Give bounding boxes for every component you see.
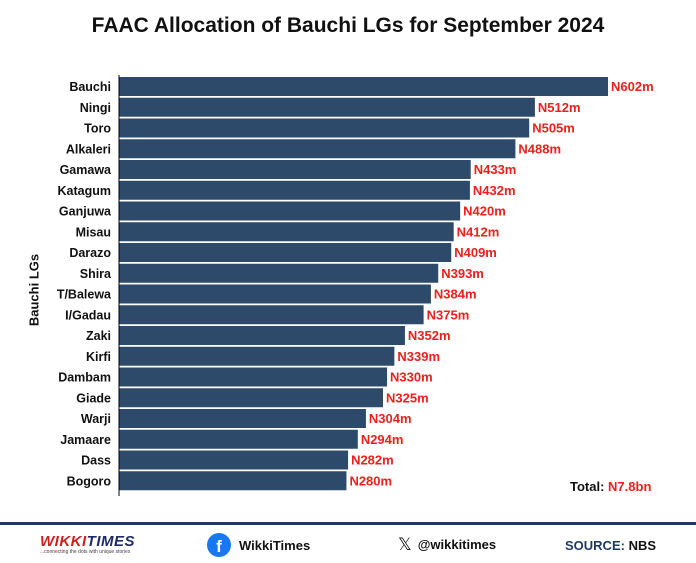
bar-ningi (119, 97, 535, 117)
category-label-toro: Toro (84, 122, 111, 136)
source-value: NBS (628, 538, 657, 553)
facebook-label: WikkiTimes (239, 537, 311, 553)
facebook-icon: f (207, 533, 231, 557)
value-label-bauchi: N602m (611, 79, 654, 94)
bar-toro (119, 118, 530, 138)
bar-jamaare (119, 429, 358, 449)
category-label-gamawa: Gamawa (60, 163, 112, 177)
bar-bauchi (119, 77, 608, 96)
value-label-darazo: N409m (454, 245, 497, 260)
source-label: SOURCE: (565, 538, 625, 553)
value-label-dass: N282m (351, 453, 394, 468)
bar-alkaleri (119, 139, 516, 159)
value-label-katagum: N432m (473, 183, 516, 198)
category-labels-group: Bauchi Ningi Toro Alkaleri Gamawa Katagum Ganj… (57, 80, 112, 488)
total-value: N7.8bn (608, 479, 652, 494)
category-label-katagum: Katagum (58, 184, 111, 198)
bar-dambam (119, 367, 388, 387)
category-label-i-gadau: I/Gadau (65, 308, 111, 322)
category-label-kirfi: Kirfi (86, 350, 111, 364)
total-annotation: Total: N7.8bn (570, 479, 651, 494)
value-label-ganjuwa: N420m (463, 204, 506, 219)
bar-t-balewa (119, 284, 431, 304)
category-label-bauchi: Bauchi (69, 80, 111, 94)
value-label-bogoro: N280m (349, 473, 392, 488)
logo-text-wikki: WIKKI (40, 533, 87, 550)
bar-darazo (119, 243, 452, 262)
category-label-t-balewa: T/Balewa (57, 288, 112, 302)
category-label-zaki: Zaki (86, 329, 111, 343)
value-label-shira: N393m (441, 266, 484, 281)
category-label-giade: Giade (76, 391, 111, 405)
value-label-misau: N412m (457, 224, 500, 239)
bars-group (119, 77, 608, 491)
bar-ganjuwa (119, 201, 461, 221)
wikkitimes-logo: WIKKITIMES ...connecting the dots with u… (40, 533, 135, 555)
bar-chart: Bauchi Ningi Toro Alkaleri Gamawa Katagum Ganj… (57, 75, 654, 496)
value-label-toro: N505m (532, 121, 575, 136)
category-label-darazo: Darazo (69, 246, 111, 260)
category-label-shira: Shira (80, 267, 112, 281)
value-label-giade: N325m (386, 390, 429, 405)
value-label-i-gadau: N375m (427, 307, 470, 322)
facebook-handle[interactable]: f WikkiTimes (207, 533, 310, 557)
bar-kirfi (119, 346, 395, 366)
bar-zaki (119, 326, 405, 345)
bar-bogoro (119, 471, 347, 491)
bar-i-gadau (119, 305, 424, 325)
category-label-bogoro: Bogoro (67, 474, 112, 488)
category-label-misau: Misau (76, 225, 111, 239)
value-label-zaki: N352m (408, 328, 451, 343)
bar-giade (119, 388, 383, 408)
footer-divider (0, 522, 696, 525)
bar-misau (119, 222, 454, 242)
value-label-jamaare: N294m (361, 432, 404, 447)
category-label-dambam: Dambam (58, 371, 111, 385)
chart-title: FAAC Allocation of Bauchi LGs for Septem… (91, 14, 605, 37)
category-label-ningi: Ningi (80, 101, 111, 115)
value-label-kirfi: N339m (397, 349, 440, 364)
bar-shira (119, 263, 439, 283)
category-label-alkaleri: Alkaleri (66, 142, 111, 156)
bar-gamawa (119, 160, 471, 179)
value-label-warji: N304m (369, 411, 412, 426)
x-icon: 𝕏 (398, 535, 412, 554)
bar-warji (119, 409, 366, 428)
logo-text-times: TIMES (86, 533, 136, 550)
category-label-dass: Dass (81, 454, 111, 468)
category-label-ganjuwa: Ganjuwa (59, 205, 112, 219)
logo-tagline: ...connecting the dots with unique stori… (40, 549, 131, 555)
category-label-warji: Warji (81, 412, 111, 426)
source-credit: SOURCE: NBS (565, 538, 656, 553)
value-label-dambam: N330m (390, 370, 433, 385)
footer: WIKKITIMES ...connecting the dots with u… (0, 527, 696, 563)
category-label-jamaare: Jamaare (60, 433, 111, 447)
value-label-gamawa: N433m (474, 162, 517, 177)
x-label: @wikkitimes (417, 537, 497, 552)
value-label-ningi: N512m (538, 100, 581, 115)
bar-katagum (119, 180, 470, 200)
value-label-t-balewa: N384m (434, 287, 477, 302)
x-handle[interactable]: 𝕏 @wikkitimes (398, 536, 496, 553)
value-label-alkaleri: N488m (518, 141, 561, 156)
total-label: Total: (570, 479, 605, 494)
bar-dass (119, 450, 349, 470)
